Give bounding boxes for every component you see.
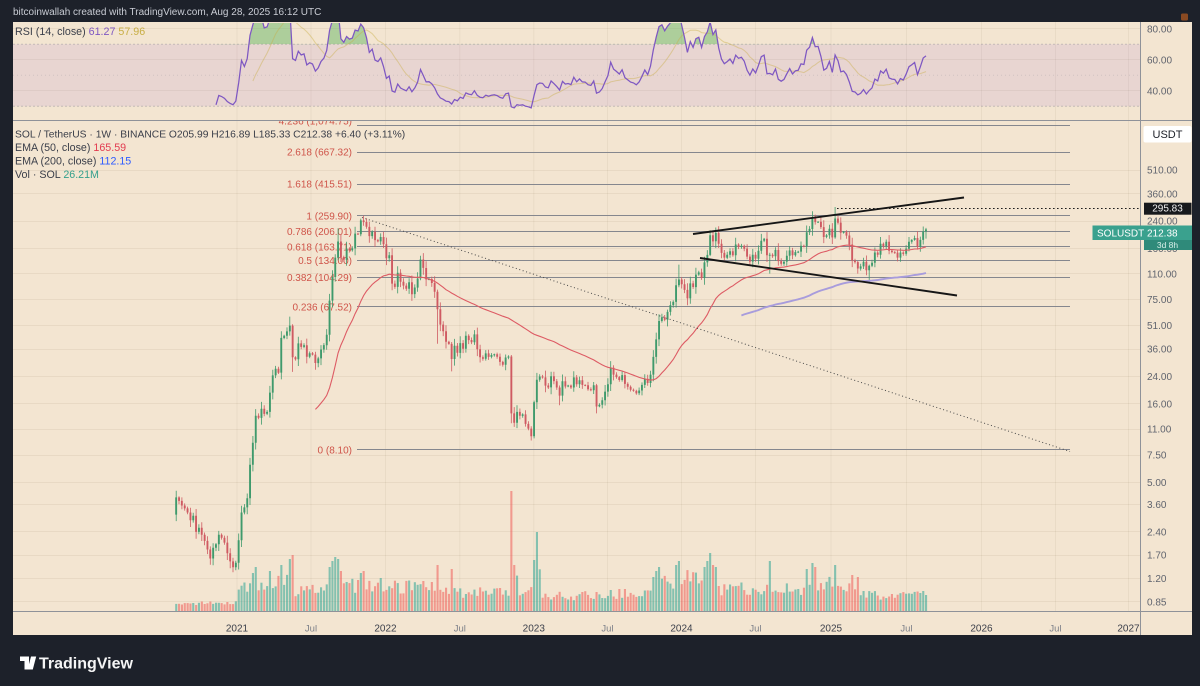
svg-text:Jul: Jul (305, 624, 317, 635)
svg-text:Jul: Jul (900, 624, 912, 635)
svg-text:3d 8h: 3d 8h (1157, 240, 1179, 250)
svg-text:80.00: 80.00 (1147, 24, 1172, 35)
svg-text:RSI (14, close) 61.27 57.96: RSI (14, close) 61.27 57.96 (15, 26, 145, 38)
svg-text:Jul: Jul (1049, 624, 1061, 635)
svg-text:2022: 2022 (374, 624, 397, 635)
svg-text:60.00: 60.00 (1147, 55, 1172, 66)
svg-text:Jul: Jul (454, 624, 466, 635)
svg-text:3.60: 3.60 (1147, 500, 1167, 511)
svg-text:Jul: Jul (601, 624, 613, 635)
svg-text:2023: 2023 (523, 624, 546, 635)
svg-text:2027: 2027 (1117, 624, 1140, 635)
svg-text:51.00: 51.00 (1147, 321, 1172, 332)
svg-text:4.236 (1,074.75): 4.236 (1,074.75) (279, 117, 352, 128)
svg-text:360.00: 360.00 (1147, 189, 1178, 200)
svg-text:1.20: 1.20 (1147, 574, 1167, 585)
svg-text:510.00: 510.00 (1147, 166, 1178, 177)
svg-text:EMA (200, close) 112.15: EMA (200, close) 112.15 (15, 156, 131, 168)
svg-text:0.382 (104.29): 0.382 (104.29) (287, 273, 352, 284)
svg-text:7.50: 7.50 (1147, 451, 1167, 462)
svg-text:40.00: 40.00 (1147, 86, 1172, 97)
svg-text:1.70: 1.70 (1147, 551, 1167, 562)
svg-text:0.85: 0.85 (1147, 598, 1167, 609)
svg-text:16.00: 16.00 (1147, 399, 1172, 410)
svg-text:bitcoinwallah created with Tra: bitcoinwallah created with TradingView.c… (13, 7, 321, 18)
svg-text:SOL / TetherUS · 1W · BINANCE: SOL / TetherUS · 1W · BINANCE O205.99 H2… (15, 130, 405, 141)
svg-text:2.40: 2.40 (1147, 527, 1167, 538)
svg-text:TradingView: TradingView (39, 656, 134, 673)
svg-text:Jul: Jul (749, 624, 761, 635)
svg-text:0.786 (206.01): 0.786 (206.01) (287, 227, 352, 238)
svg-text:110.00: 110.00 (1147, 269, 1177, 280)
svg-text:5.00: 5.00 (1147, 478, 1167, 489)
svg-text:SOLUSDT: SOLUSDT (1097, 228, 1144, 239)
svg-text:11.00: 11.00 (1147, 425, 1172, 436)
svg-text:212.38: 212.38 (1147, 228, 1178, 239)
svg-text:75.00: 75.00 (1147, 295, 1172, 306)
svg-text:2021: 2021 (226, 624, 249, 635)
svg-text:24.00: 24.00 (1147, 372, 1172, 383)
svg-text:1.618 (415.51): 1.618 (415.51) (287, 180, 352, 191)
svg-text:0.236 (67.52): 0.236 (67.52) (293, 302, 353, 313)
svg-text:295.83: 295.83 (1152, 204, 1183, 215)
svg-text:36.00: 36.00 (1147, 345, 1172, 356)
svg-text:EMA (50, close) 165.59: EMA (50, close) 165.59 (15, 142, 126, 154)
svg-text:USDT: USDT (1153, 129, 1183, 141)
svg-text:0.618 (163.71): 0.618 (163.71) (287, 243, 352, 254)
svg-text:Vol · SOL 26.21M: Vol · SOL 26.21M (15, 169, 99, 181)
svg-text:0 (8.10): 0 (8.10) (318, 445, 352, 456)
svg-text:1 (259.90): 1 (259.90) (306, 211, 352, 222)
svg-text:240.00: 240.00 (1147, 217, 1178, 228)
svg-text:2024: 2024 (670, 624, 693, 635)
svg-text:0.5 (134.00): 0.5 (134.00) (298, 256, 352, 267)
svg-text:2026: 2026 (970, 624, 993, 635)
svg-text:2.618 (667.32): 2.618 (667.32) (287, 148, 352, 159)
svg-text:2025: 2025 (820, 624, 843, 635)
